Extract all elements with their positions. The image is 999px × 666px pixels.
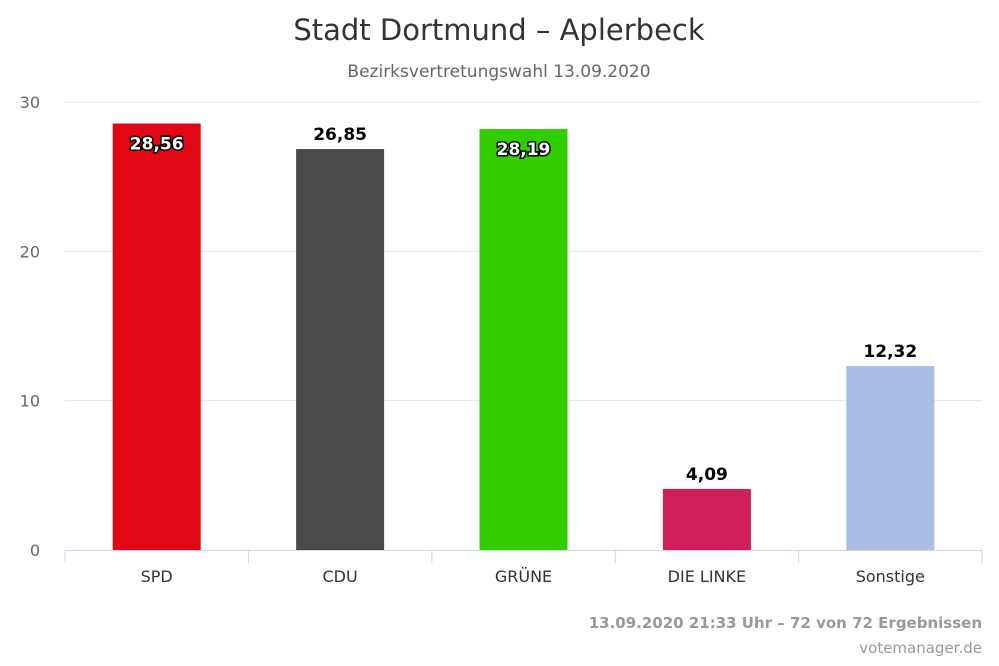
x-tick-label: GRÜNE [495,567,552,586]
data-label: 4,09 [686,465,728,485]
data-label: 28,19 [497,140,551,160]
x-tick-label: Sonstige [856,567,925,586]
data-label: 26,85 [313,125,367,145]
data-label: 12,32 [863,342,917,362]
chart-subtitle: Bezirksvertretungswahl 13.09.2020 [347,62,650,82]
data-label: 28,56 [130,135,184,155]
bar-sonstige[interactable] [846,366,935,550]
bar-gr-ne[interactable] [479,129,568,550]
y-tick-label: 30 [20,93,40,112]
x-tick-label: CDU [322,567,357,586]
y-axis: 0 10 20 30 [20,93,40,560]
y-tick-label: 20 [20,242,40,261]
bar-die-linke[interactable] [662,488,751,550]
footer-source[interactable]: votemanager.de [859,639,982,657]
x-tick-label: SPD [141,567,173,586]
bars [112,123,935,551]
footer-status: 13.09.2020 21:33 Uhr – 72 von 72 Ergebni… [589,614,982,632]
chart-title: Stadt Dortmund – Aplerbeck [293,13,705,47]
bar-spd[interactable] [112,123,201,550]
y-tick-label: 10 [20,392,40,411]
x-axis: SPD CDU GRÜNE DIE LINKE Sonstige [64,550,983,586]
x-tick-label: DIE LINKE [668,567,746,586]
y-tick-label: 0 [30,541,40,560]
bar-cdu[interactable] [296,149,385,551]
data-labels: 28,56 26,85 28,19 4,09 12,32 [128,125,917,485]
